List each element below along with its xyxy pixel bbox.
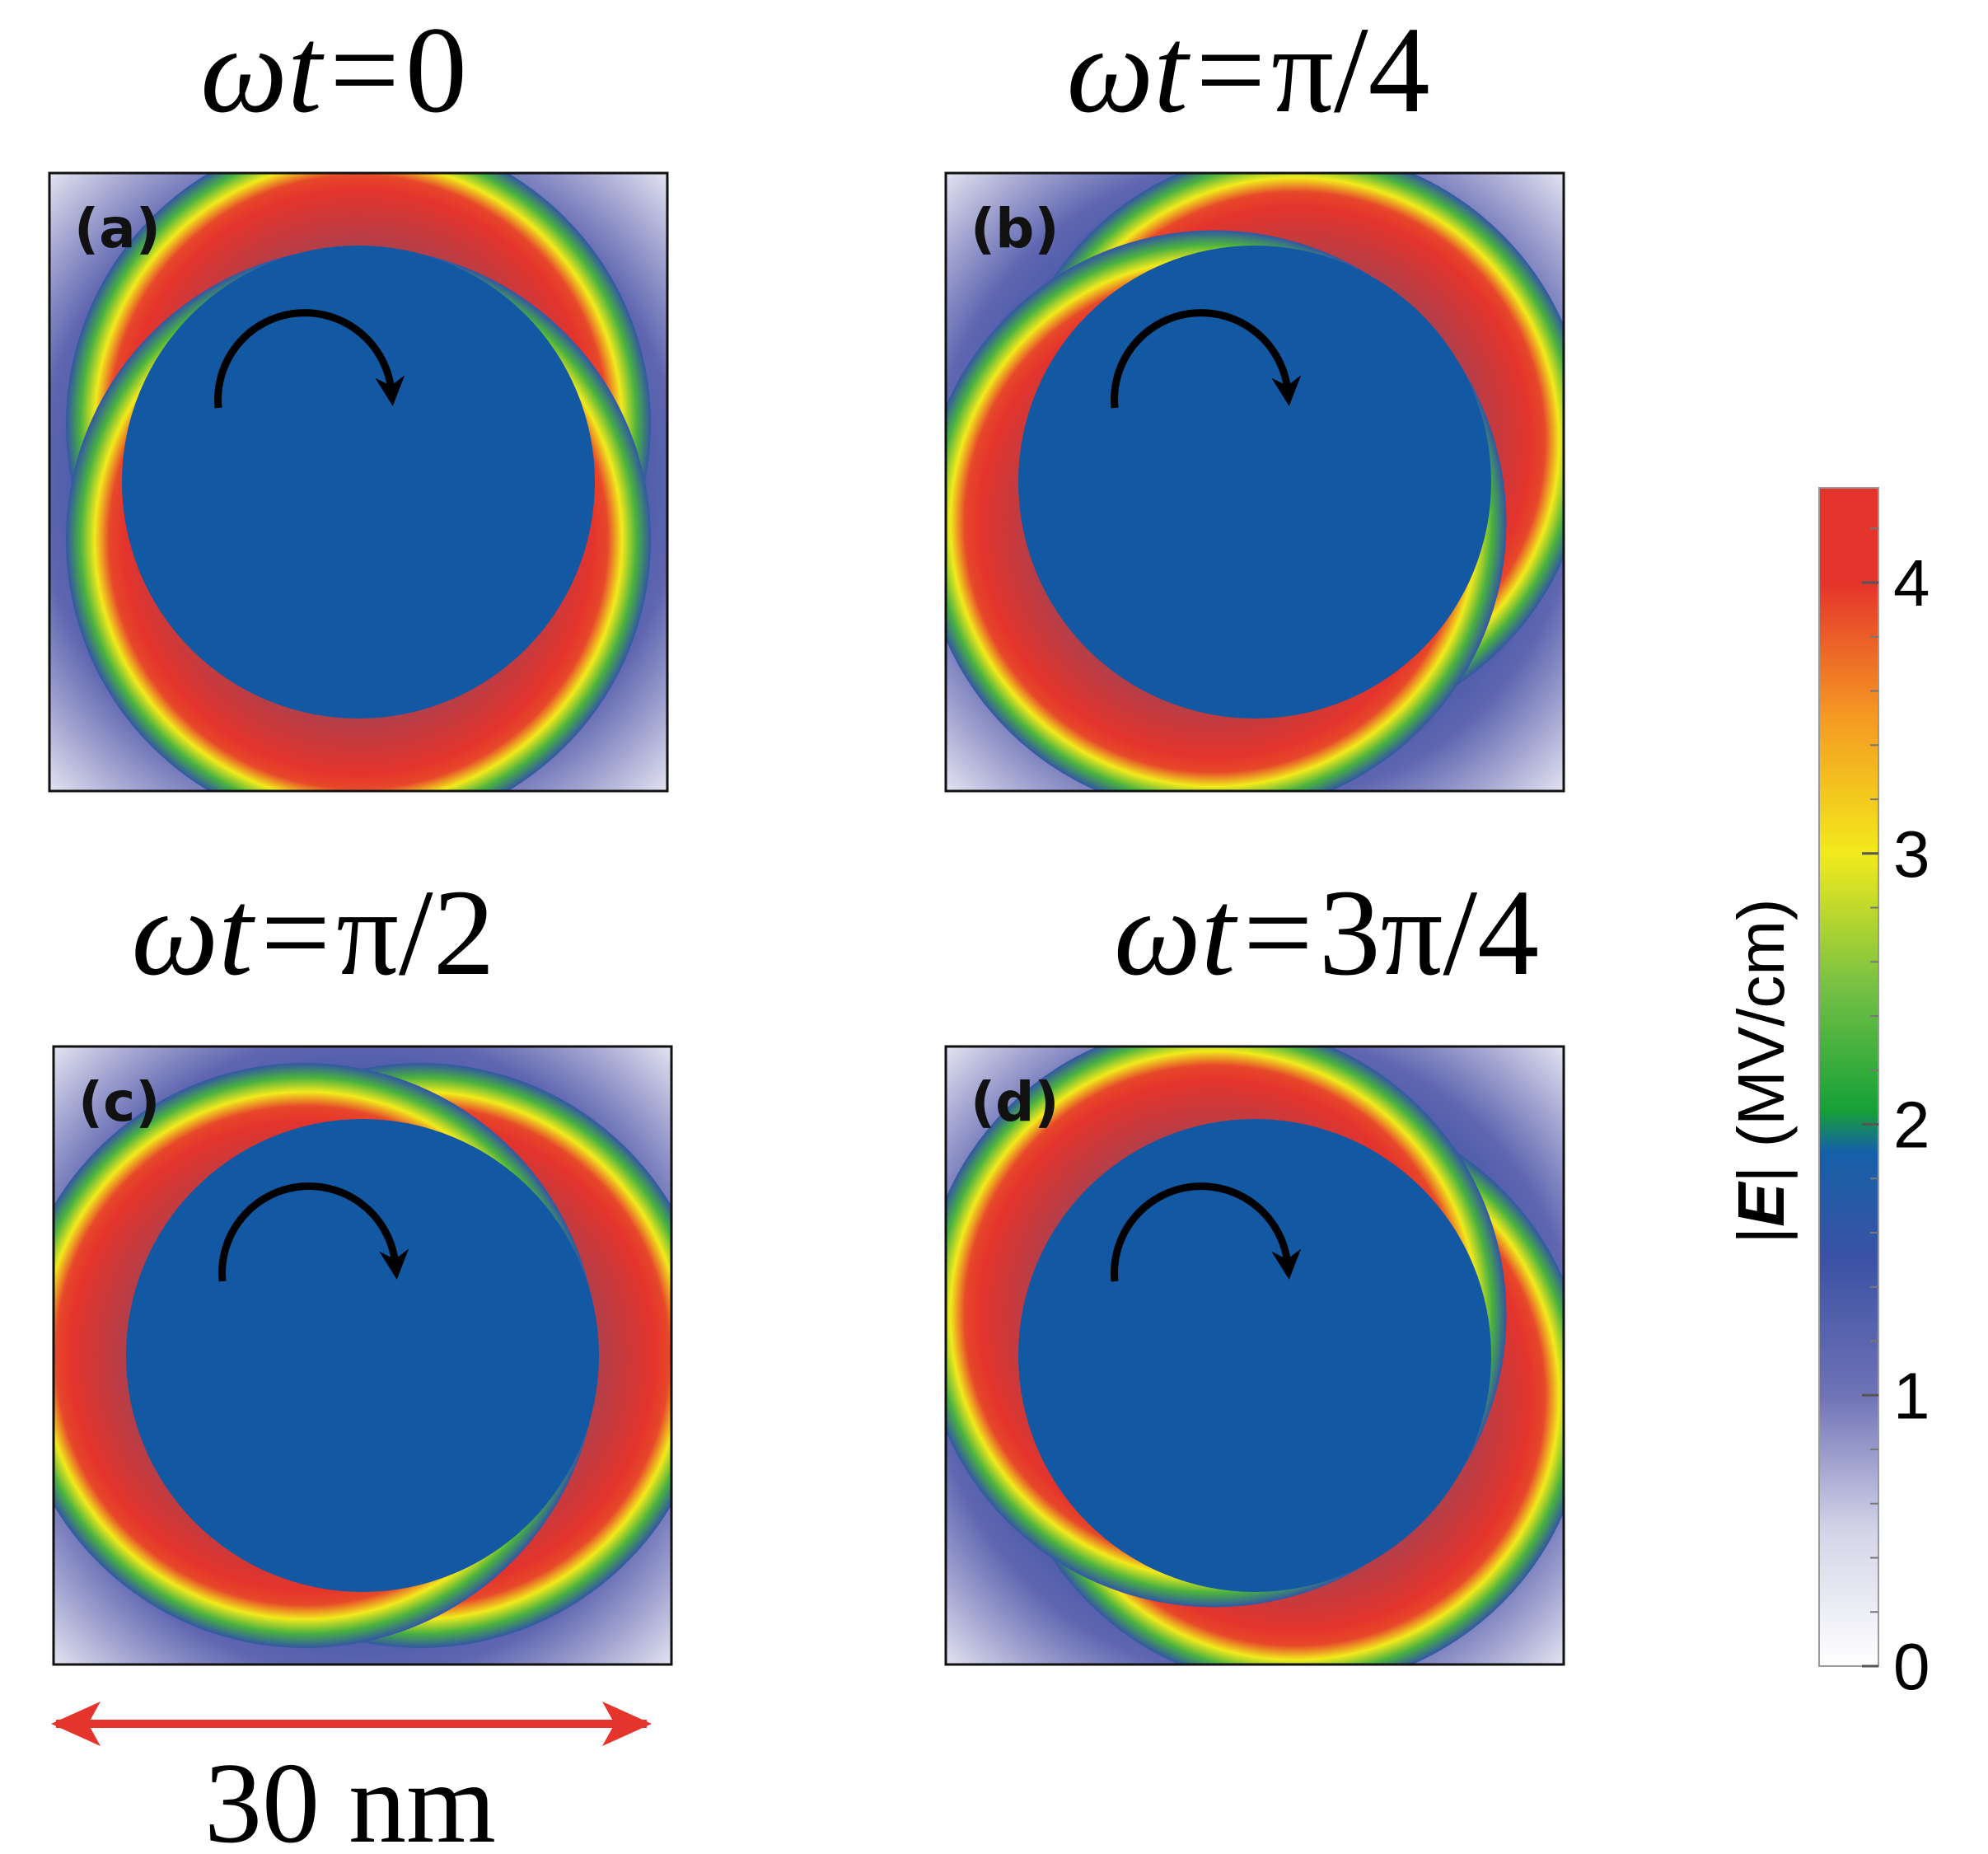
panel-tag: (c) (78, 1070, 160, 1134)
particle (1018, 1119, 1491, 1592)
rotation-arrow (1111, 1182, 1302, 1282)
particle (126, 1119, 599, 1592)
colorbar: 0 1 2 3 4 |E| (MV/cm) (1724, 487, 1930, 1703)
scale-bar-label: 30 nm (204, 1739, 496, 1854)
panel-a-title: ωt=0 (200, 2, 467, 138)
colorbar-title: |E| (MV/cm) (1724, 898, 1798, 1243)
panel-c-title: ωt=π/2 (131, 864, 494, 1001)
colorbar-tick-label: 4 (1893, 546, 1930, 620)
panel-tag: (b) (971, 197, 1059, 260)
particle (1018, 246, 1491, 719)
rotation-arrow (1111, 309, 1302, 409)
panel-tag: (a) (74, 197, 161, 260)
panel-frame (944, 171, 1565, 793)
colorbar-ticks: 0 1 2 3 4 (1862, 527, 1930, 1703)
rotation-arrow (214, 309, 405, 409)
panels: (a) (b) (c) (d) (48, 171, 1565, 1666)
panel-b-title: ωt=π/4 (1066, 2, 1429, 138)
particle (122, 246, 595, 719)
scale-bar: 30 nm (51, 1702, 652, 1854)
colorbar-tick-label: 2 (1893, 1089, 1930, 1162)
rotation-arrow (218, 1182, 409, 1282)
colorbar-bar (1818, 487, 1879, 1667)
colorbar-tick-label: 1 (1893, 1359, 1930, 1432)
panel-frame (48, 171, 669, 793)
panel-b: (b) (944, 171, 1565, 793)
panel-tag: (d) (971, 1070, 1059, 1134)
panel-frame (944, 1045, 1565, 1666)
panel-c: (c) (52, 1045, 673, 1666)
panel-d-title: ωt=3π/4 (1114, 864, 1539, 1001)
panel-d: (d) (944, 1045, 1565, 1666)
panel-a: (a) (48, 171, 669, 793)
colorbar-tick-label: 3 (1893, 817, 1930, 891)
colorbar-tick-label: 0 (1893, 1630, 1930, 1703)
panel-frame (52, 1045, 673, 1666)
